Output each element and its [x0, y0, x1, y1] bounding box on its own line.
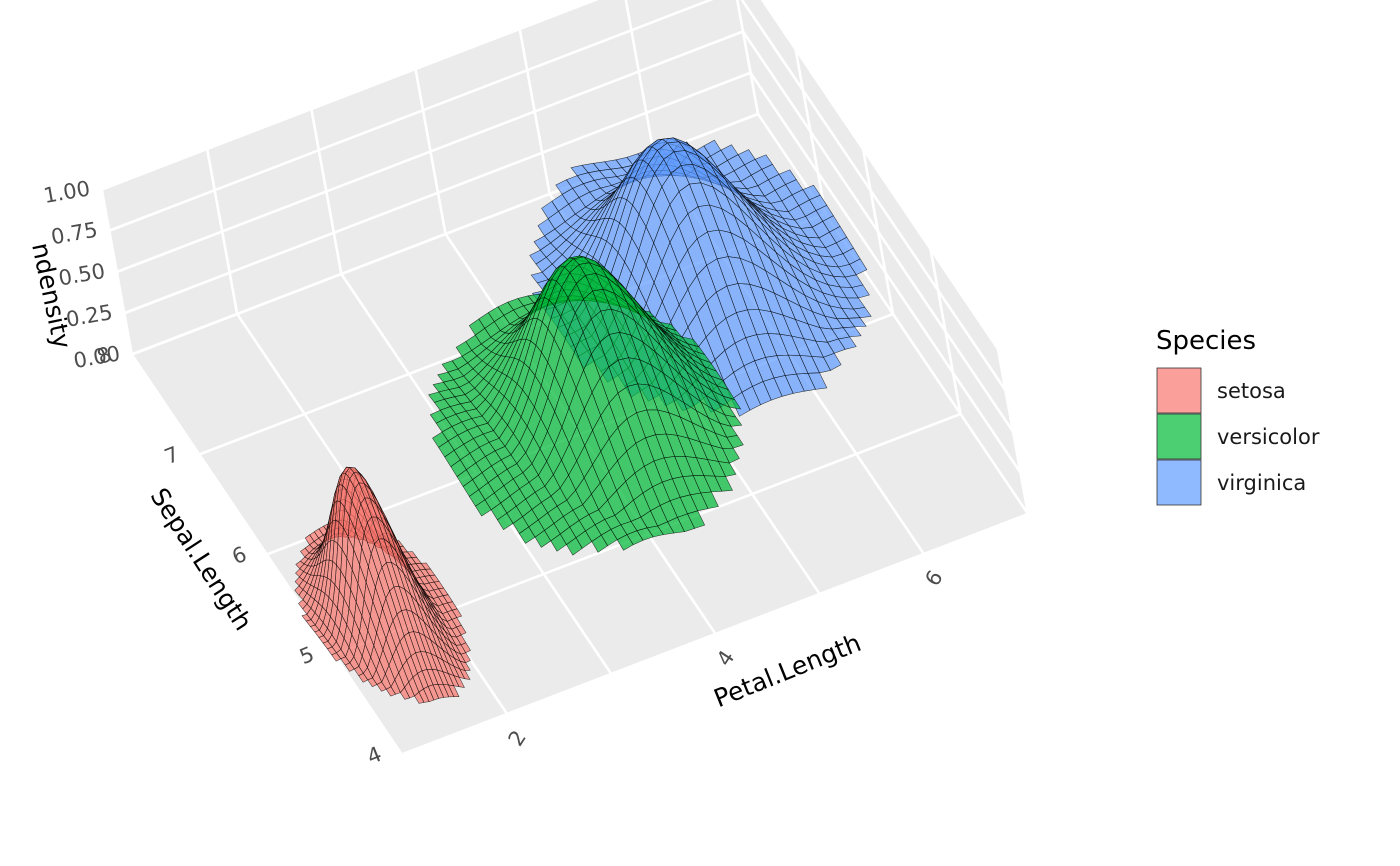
- back-grid-x: [624, 0, 656, 155]
- surface-facet-versicolor: [718, 461, 737, 477]
- surface-facet-setosa: [448, 684, 460, 697]
- z-tick-label: 0.75: [49, 218, 99, 250]
- surface-facet-virginica: [842, 326, 862, 338]
- legend-key-versicolor: [1156, 413, 1202, 460]
- surface-facet-virginica: [847, 317, 867, 328]
- back-grid-x: [310, 108, 343, 275]
- surface-facet-virginica: [838, 336, 857, 350]
- z-rail: [102, 167, 156, 191]
- legend-item-versicolor: versicolor: [1156, 413, 1320, 460]
- surface-facet-virginica: [851, 284, 870, 299]
- density-surfaces: [294, 137, 872, 704]
- surface-facet-versicolor: [714, 475, 733, 492]
- surface-facet-versicolor: [726, 435, 744, 449]
- surface-facet-setosa: [456, 624, 467, 636]
- right-grid-y: [996, 348, 1030, 515]
- surface-facet-setosa: [460, 652, 471, 664]
- legend-key-virginica: [1156, 459, 1202, 506]
- y-tick-label: 6: [229, 542, 250, 569]
- z-axis-title: ndensity: [26, 240, 77, 351]
- legend-item-setosa: setosa: [1156, 367, 1286, 414]
- surface-versicolor: [428, 255, 744, 556]
- z-rail: [117, 250, 171, 273]
- x-axis-title: Petal.Length: [710, 628, 865, 713]
- legend-label-virginica: virginica: [1217, 471, 1306, 495]
- x-tick-label: 4: [712, 646, 739, 670]
- legend-item-virginica: virginica: [1156, 459, 1306, 506]
- x-tick-label: 2: [504, 726, 531, 750]
- surface-facet-versicolor: [724, 414, 743, 427]
- z-tick-label: 1.00: [42, 176, 92, 208]
- back-grid-x: [414, 68, 447, 235]
- surface-setosa: [294, 466, 471, 704]
- right-grid-y: [735, 0, 760, 115]
- y-tick-label: 7: [161, 442, 182, 469]
- surface-facet-virginica: [807, 372, 828, 390]
- y-tick-label: 4: [364, 742, 385, 769]
- right-grid-y: [929, 248, 962, 415]
- x-tick-label: 6: [920, 566, 947, 590]
- back-grid-x: [205, 148, 239, 315]
- z-rail: [132, 332, 186, 356]
- legend-key-setosa: [1156, 367, 1202, 414]
- surface-facet-versicolor: [722, 395, 742, 410]
- surface-facet-virginica: [849, 258, 868, 276]
- surface-facet-setosa: [460, 642, 471, 654]
- z-rail: [125, 291, 179, 314]
- surface-facet-setosa: [453, 675, 465, 688]
- legend-title: Species: [1156, 326, 1256, 356]
- back-grid-x: [518, 28, 551, 195]
- surface-facet-versicolor: [700, 491, 719, 509]
- legend-label-setosa: setosa: [1217, 379, 1286, 403]
- surface-facet-versicolor: [687, 510, 706, 529]
- surface-facet-setosa: [459, 660, 471, 671]
- surface-facet-versicolor: [722, 447, 740, 464]
- right-grid-y: [794, 48, 827, 215]
- legend: Species setosa versicolor virginica: [1156, 326, 1320, 506]
- surface-facet-setosa: [459, 668, 471, 680]
- surface-facet-virginica: [853, 307, 872, 318]
- y-tick-label: 5: [296, 642, 317, 669]
- legend-label-versicolor: versicolor: [1217, 425, 1320, 449]
- surface-facet-setosa: [451, 608, 463, 618]
- z-rail: [110, 209, 164, 232]
- right-grid-y: [861, 148, 895, 315]
- surface-facet-virginica: [823, 352, 842, 371]
